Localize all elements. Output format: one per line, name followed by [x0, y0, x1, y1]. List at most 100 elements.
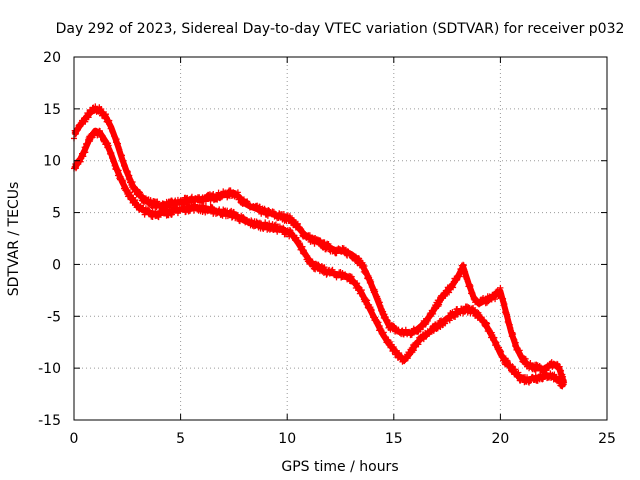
data-point	[300, 230, 307, 237]
data-point	[404, 355, 411, 362]
data-point	[120, 177, 127, 184]
data-point	[556, 363, 563, 370]
data-point	[510, 335, 517, 342]
data-point	[504, 358, 511, 365]
data-point	[168, 211, 175, 218]
data-point	[462, 268, 469, 275]
data-point	[348, 273, 355, 280]
y-tick-label: -10	[38, 361, 61, 377]
data-point	[109, 155, 116, 162]
data-point	[475, 309, 482, 316]
data-point	[403, 354, 410, 361]
data-point	[464, 278, 471, 285]
y-tick-label: 15	[43, 102, 61, 118]
data-point	[374, 318, 381, 325]
data-point	[83, 141, 90, 148]
data-point	[294, 237, 301, 244]
data-point	[509, 363, 516, 370]
data-point	[362, 296, 369, 303]
data-point	[363, 301, 370, 308]
data-point	[391, 346, 398, 353]
data-point	[512, 366, 519, 373]
data-point	[278, 212, 285, 219]
data-point	[501, 301, 508, 308]
data-point	[498, 291, 505, 298]
data-point	[493, 339, 500, 346]
data-point	[368, 306, 375, 313]
data-point	[368, 278, 375, 285]
data-point	[366, 279, 373, 286]
data-point	[124, 168, 131, 175]
data-point	[85, 114, 92, 121]
x-tick-label: 5	[176, 431, 185, 447]
data-point	[446, 316, 453, 323]
data-point	[209, 204, 216, 211]
data-point	[497, 347, 504, 354]
data-point	[376, 299, 383, 306]
data-point	[442, 320, 449, 327]
data-point	[442, 293, 449, 300]
data-point	[492, 296, 499, 303]
x-tick-label: 15	[385, 431, 403, 447]
data-point	[256, 219, 263, 226]
data-point	[103, 139, 110, 146]
data-point	[540, 375, 547, 382]
data-point	[462, 308, 469, 315]
data-point	[106, 121, 113, 128]
data-point	[106, 117, 113, 124]
data-point	[108, 125, 115, 132]
data-point	[560, 373, 567, 380]
data-point	[108, 154, 115, 161]
y-tick-label: 5	[52, 206, 61, 222]
y-tick-label: -5	[47, 309, 61, 325]
data-point	[436, 299, 443, 306]
data-point	[208, 204, 215, 211]
data-point	[296, 240, 303, 247]
data-point	[167, 210, 174, 217]
data-point	[362, 268, 369, 275]
data-point	[129, 179, 136, 186]
data-point	[364, 297, 371, 304]
data-point	[86, 138, 93, 145]
data-point	[354, 280, 361, 287]
data-point	[507, 324, 514, 331]
data-point	[558, 367, 565, 374]
data-point	[102, 111, 109, 118]
data-point	[382, 314, 389, 321]
data-point	[522, 355, 529, 362]
data-point	[114, 172, 121, 179]
data-point	[354, 259, 361, 266]
data-point	[299, 243, 306, 250]
data-point	[126, 189, 133, 196]
data-point	[263, 211, 270, 218]
data-point	[155, 214, 162, 221]
data-point	[445, 288, 452, 295]
data-point	[560, 381, 567, 388]
data-point	[82, 113, 89, 120]
data-point	[294, 221, 301, 228]
data-point	[556, 376, 563, 383]
data-point	[364, 275, 371, 282]
data-point	[132, 199, 139, 206]
data-point	[119, 179, 126, 186]
data-point	[234, 189, 241, 196]
data-point	[323, 271, 330, 278]
data-point	[73, 162, 80, 169]
data-point	[556, 375, 563, 382]
data-point	[498, 348, 505, 355]
data-point	[262, 219, 269, 226]
data-point	[130, 183, 137, 190]
data-point	[121, 162, 128, 169]
data-point	[304, 252, 311, 259]
data-point	[390, 323, 397, 330]
data-point	[106, 146, 113, 153]
data-point	[425, 314, 432, 321]
data-point	[531, 366, 538, 373]
data-point	[144, 206, 151, 213]
data-point	[96, 107, 103, 114]
data-point	[497, 284, 504, 291]
data-point	[234, 211, 241, 218]
data-point	[280, 224, 287, 231]
data-point	[506, 321, 513, 328]
data-point	[118, 152, 125, 159]
